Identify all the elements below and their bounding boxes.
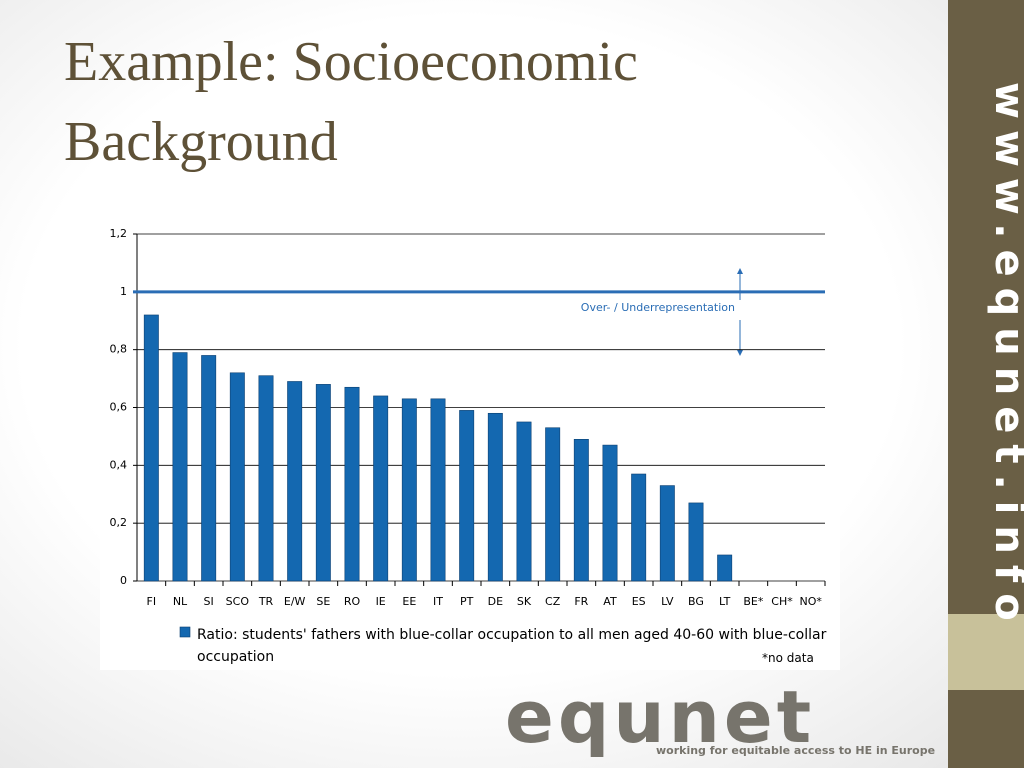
x-tick-label: RO	[344, 595, 361, 608]
x-tick-label: SK	[517, 595, 532, 608]
bar	[143, 314, 159, 582]
y-tick-label: 0,4	[110, 458, 128, 471]
x-tick-label: CZ	[545, 595, 561, 608]
note: *no data	[762, 651, 814, 665]
bar	[545, 427, 561, 582]
logo-tagline: working for equitable access to HE in Eu…	[656, 744, 936, 757]
y-tick-label: 1,2	[110, 227, 128, 240]
x-tick-label: E/W	[284, 595, 306, 608]
bar	[516, 421, 532, 582]
side-url: www.equnet.info	[986, 82, 1024, 632]
x-tick-label: SE	[316, 595, 330, 608]
arrow-up-head	[737, 268, 743, 274]
bar	[258, 375, 274, 582]
bar	[430, 398, 446, 582]
y-tick-label: 0	[120, 574, 127, 587]
x-tick-label: FI	[147, 595, 157, 608]
x-tick-label: IT	[433, 595, 443, 608]
bar	[602, 444, 618, 582]
bar	[172, 352, 188, 582]
x-tick-label: IE	[376, 595, 386, 608]
bar	[573, 439, 589, 582]
x-tick-label: FR	[574, 595, 588, 608]
chart: 0 0,2 0,4 0,6 0,8 1 1,2 FI NL SI SCO TR E/W SE RO IE EE I…	[109, 227, 826, 638]
x-tick-label: NL	[173, 595, 188, 608]
legend-entry: Ratio: students' fathers with blue-colla…	[197, 627, 827, 665]
bar	[659, 485, 675, 582]
bar	[401, 398, 417, 582]
y-tick-label: 0,8	[110, 343, 128, 356]
x-tick-label: NO*	[799, 595, 822, 608]
arrow-down-head	[737, 350, 743, 356]
bar	[688, 502, 704, 582]
bar	[373, 395, 389, 582]
x-tick-label: BG	[688, 595, 704, 608]
logo: equnet	[505, 675, 816, 759]
side-block	[948, 614, 1024, 690]
y-tick-label: 0,2	[110, 516, 128, 529]
bar	[229, 372, 245, 582]
x-tick-label: ES	[632, 595, 646, 608]
x-tick-label: AT	[603, 595, 617, 608]
x-tick-label: BE*	[743, 595, 763, 608]
x-tick-label: SI	[204, 595, 214, 608]
bar	[344, 386, 360, 582]
slide-title: Example: Socioeconomic Background	[64, 31, 638, 173]
x-tick-label: LV	[661, 595, 674, 608]
x-tick-label: LT	[719, 595, 731, 608]
x-tick-label: CH*	[771, 595, 793, 608]
x-tick-label: EE	[402, 595, 416, 608]
x-tick-label: TR	[258, 595, 274, 608]
x-tick-label: DE	[488, 595, 503, 608]
x-tick-label: PT	[460, 595, 474, 608]
bar	[287, 381, 303, 582]
legend-swatch	[179, 626, 191, 638]
reference-label: Over- / Underrepresentation	[581, 301, 735, 314]
bar	[315, 384, 331, 582]
x-tick-label: SCO	[226, 595, 250, 608]
bar	[201, 355, 217, 582]
bar	[459, 410, 475, 582]
bar	[487, 412, 503, 582]
bar	[631, 473, 647, 582]
bar	[717, 554, 733, 582]
y-tick-label: 0,6	[110, 401, 128, 414]
y-tick-label: 1	[120, 285, 127, 298]
